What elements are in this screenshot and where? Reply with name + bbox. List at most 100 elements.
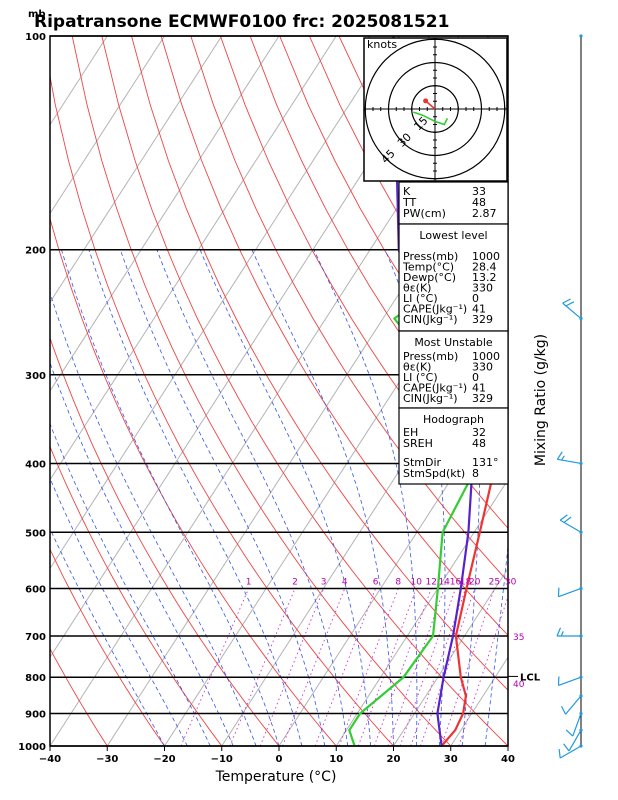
dry-adiabat: [190, 36, 508, 583]
temperature-tick-label: 20: [387, 754, 401, 765]
isotherm: [393, 567, 508, 746]
lcl-label: LCL: [520, 672, 541, 683]
table-row-label: θε(K): [403, 361, 431, 374]
pressure-tick-label: 200: [25, 246, 46, 257]
mixing-ratio-line: [338, 588, 399, 746]
table-row-value: 48: [472, 437, 486, 450]
wind-barb: [562, 302, 582, 319]
pressure-unit-label: mb: [28, 9, 46, 20]
table-row-label: CAPE(Jkg⁻¹): [403, 303, 467, 316]
moist-adiabat: [507, 742, 508, 746]
table-row-value: 329: [472, 313, 493, 326]
pressure-tick-label: 400: [25, 459, 46, 470]
table-row-label: Press(mb): [403, 250, 458, 263]
table-row-value: 2.87: [472, 207, 497, 220]
mixing-ratio-line: [399, 588, 456, 746]
wind-barb-feather: [562, 298, 571, 304]
wind-barb-feather: [565, 729, 574, 737]
mixing-ratio-label: 2: [292, 577, 298, 587]
wind-barb-feather: [560, 705, 567, 715]
hodograph-units: knots: [367, 38, 397, 51]
table-row-value: 1000: [472, 350, 500, 363]
pressure-tick-label: 700: [25, 632, 46, 643]
temperature-tick-label: 0: [276, 754, 283, 765]
table-row-label: SREH: [403, 437, 433, 450]
wind-barb: [557, 458, 582, 465]
moist-adiabat: [484, 543, 508, 746]
mixing-ratio-label: 20: [469, 577, 481, 587]
mixing-ratio-line: [410, 588, 467, 746]
dry-adiabat: [50, 548, 165, 746]
isotherm: [565, 36, 618, 746]
mixing-ratio-label: 1: [246, 577, 252, 587]
table-row-value: 330: [472, 361, 493, 374]
isotherm: [164, 212, 508, 746]
mixing-ratio-line: [180, 588, 250, 746]
table-row-value: 1000: [472, 250, 500, 263]
table-row-value: 28.4: [472, 261, 497, 274]
table-row-value: 13.2: [472, 271, 497, 284]
table-row-label: CIN(Jkg⁻¹): [403, 313, 458, 326]
dry-adiabat: [101, 36, 508, 746]
hodograph-trace: [413, 111, 449, 126]
wind-barb: [558, 587, 582, 598]
moist-adiabat: [50, 477, 188, 746]
storm-motion-marker: [423, 98, 429, 104]
mixing-ratio-label: 18: [460, 577, 472, 587]
mixing-ratio-label: 12: [426, 577, 437, 587]
mixing-ratio-line: [357, 588, 417, 746]
table-row-label: StmDir: [403, 456, 442, 469]
dry-adiabat: [249, 36, 508, 477]
wind-barb-feather: [560, 631, 564, 637]
table-box: [398, 407, 509, 485]
table-box: [398, 223, 509, 332]
table-header: Most Unstable: [414, 336, 493, 349]
temperature-tick-label: −20: [153, 754, 175, 765]
wind-barb-feather: [556, 451, 563, 460]
mixing-ratio-line: [282, 588, 346, 746]
pressure-tick-label: 100: [25, 32, 46, 43]
table-header: Hodograph: [423, 413, 484, 426]
table-row-label: Temp(°C): [402, 261, 454, 274]
dry-adiabat: [71, 36, 452, 746]
table-row-label: LI (°C): [403, 292, 438, 305]
wind-barb: [568, 729, 582, 752]
table-row-label: StmSpd(kt): [403, 467, 465, 480]
moist-adiabat: [50, 422, 211, 746]
table-row-label: Dewp(°C): [403, 271, 456, 284]
table-row-label: Press(mb): [403, 350, 458, 363]
temperature-tick-label: 40: [501, 754, 515, 765]
mixing-ratio-label: 25: [489, 577, 500, 587]
table-row-label: EH: [403, 426, 418, 439]
wind-barb-feather: [558, 748, 561, 759]
mixing-ratio-axis-label: Mixing Ratio (g/kg): [533, 334, 549, 466]
moist-adiabat: [156, 249, 349, 746]
wind-barb: [559, 745, 582, 759]
moist-adiabat: [50, 527, 165, 746]
mixing-ratio-label: 8: [395, 577, 401, 587]
wind-barb-base: [579, 34, 583, 38]
dry-adiabat: [50, 73, 394, 746]
background-lines: [50, 36, 618, 746]
isotherm: [50, 36, 165, 215]
stability-tables: K 33 TT 48 PW(cm) 2.87 Lowest level Press(mb) 10…: [398, 181, 509, 485]
isotherm: [50, 36, 280, 392]
table-row-value: 0: [472, 371, 479, 384]
table-row-value: 48: [472, 196, 486, 209]
mixing-ratio-line: [259, 588, 325, 746]
wind-barb-feather: [556, 627, 562, 637]
table-header: Lowest level: [419, 229, 487, 242]
wind-barb: [565, 695, 582, 715]
table-row-label: PW(cm): [403, 207, 446, 220]
side-label: 35: [513, 633, 524, 643]
chart-title: Ripatransone ECMWF0100 frc: 2025081521: [34, 12, 449, 32]
isotherm: [50, 36, 394, 570]
pressure-tick-label: 600: [25, 584, 46, 595]
table-row-value: 0: [472, 292, 479, 305]
pressure-tick-label: 800: [25, 673, 46, 684]
temperature-ticks: −40 −30 −20 −10 0 10 20 30 40: [39, 746, 515, 765]
dry-adiabat: [131, 36, 508, 691]
mixing-ratio-line: [314, 588, 376, 746]
side-label: 40: [513, 680, 525, 690]
